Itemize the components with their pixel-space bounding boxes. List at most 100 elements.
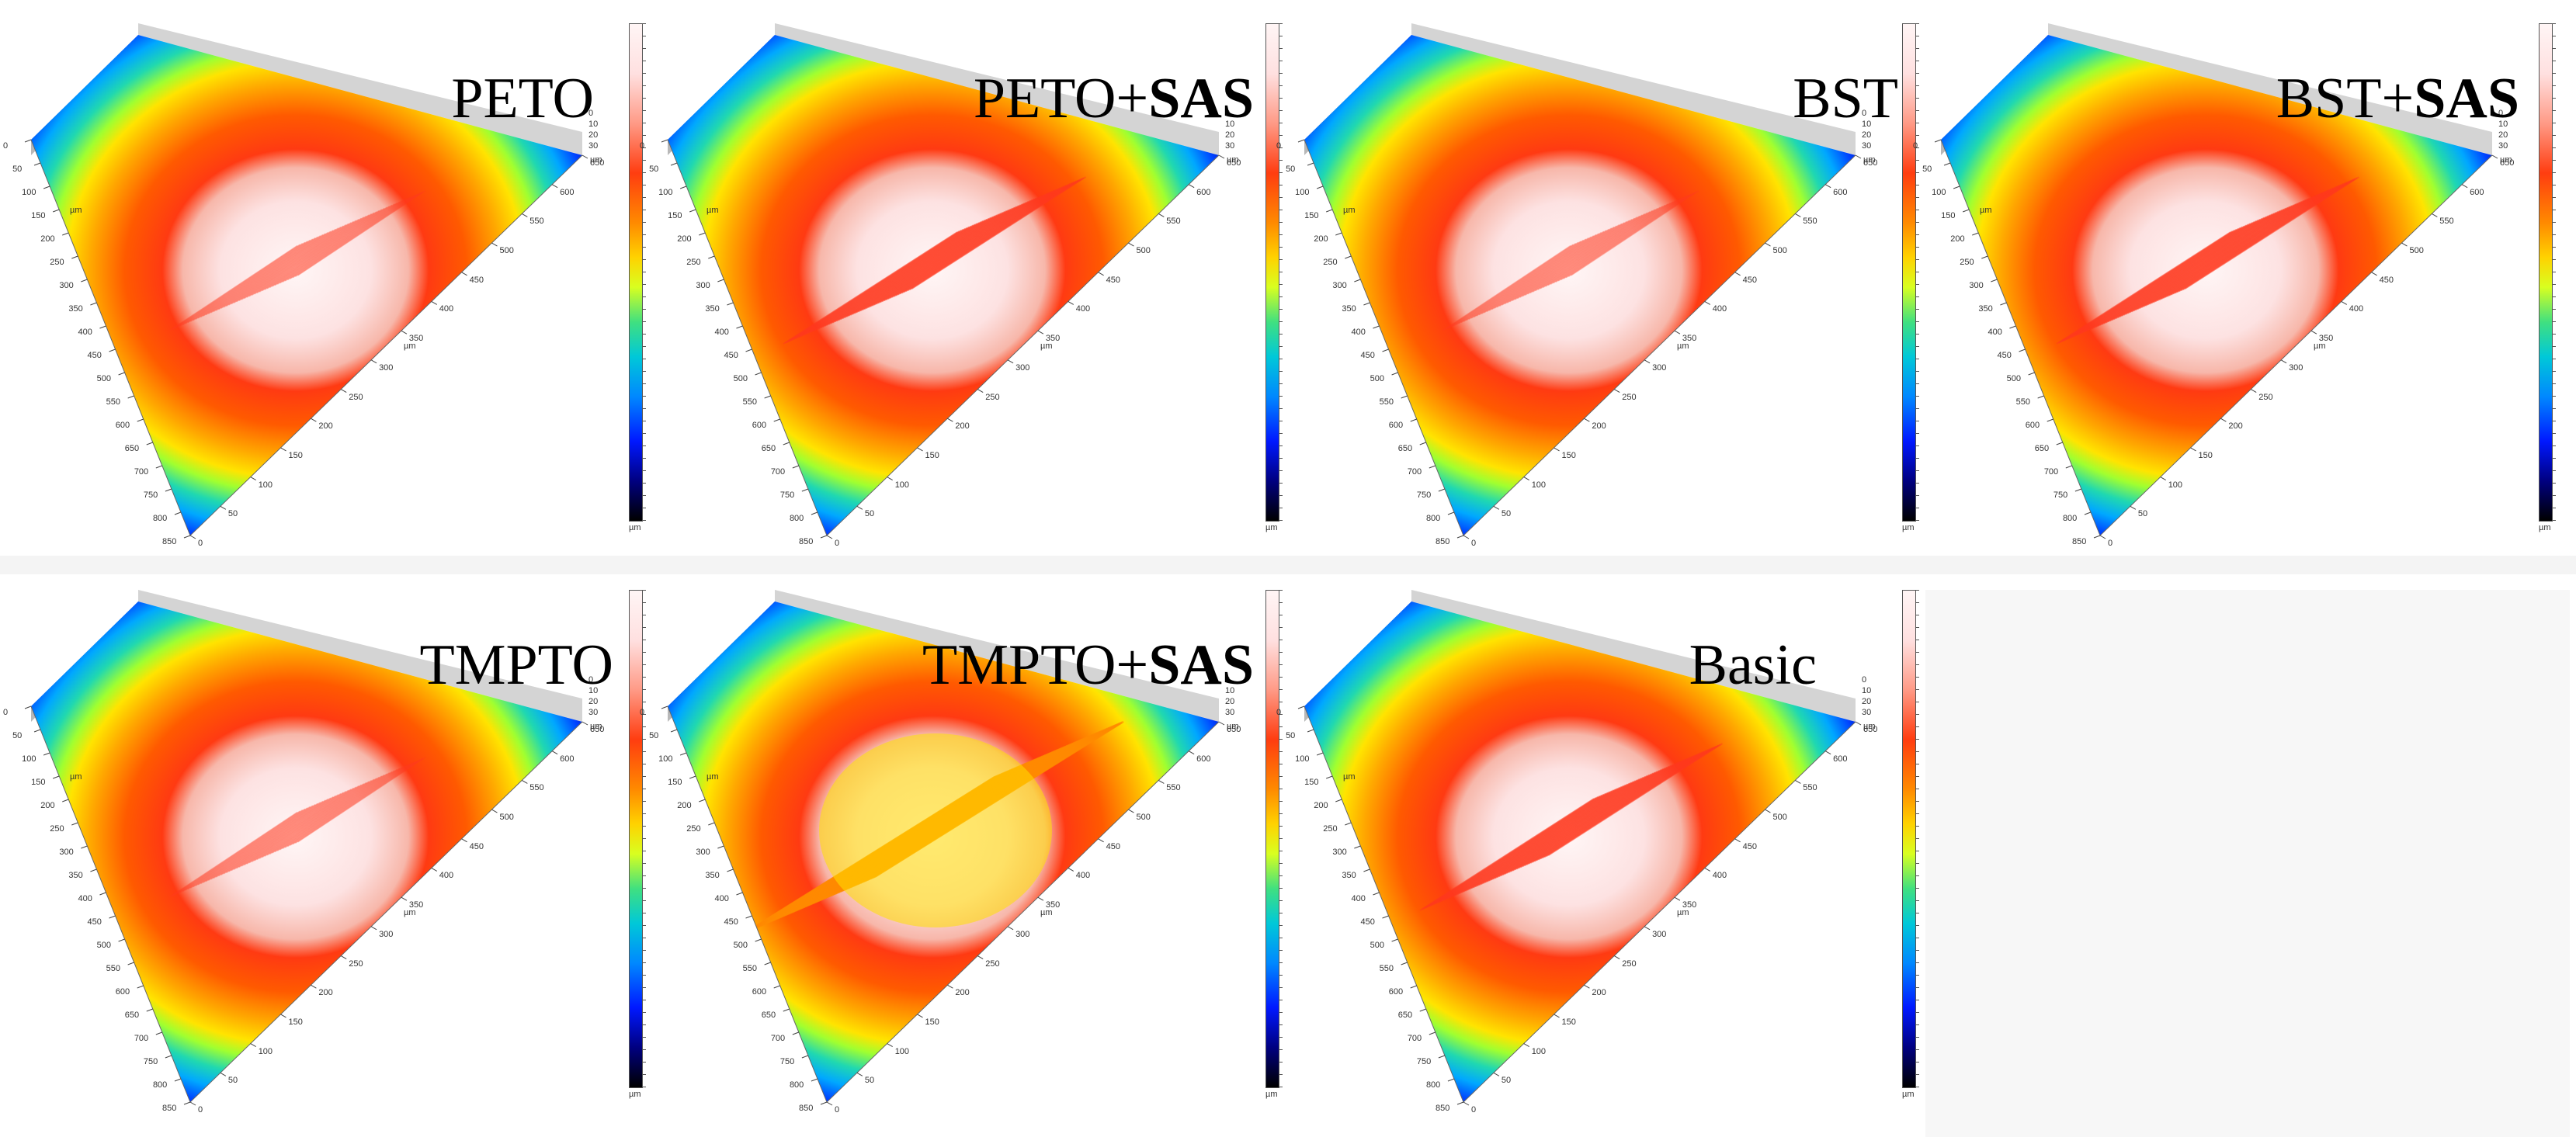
panel-title: PETO+SAS bbox=[974, 70, 1254, 127]
height-colorbar bbox=[1902, 23, 1916, 522]
z-tick-label: 30 bbox=[588, 141, 599, 151]
colorbar-ticks bbox=[1915, 590, 1923, 1087]
y-tick-label: 400 bbox=[1075, 871, 1091, 881]
x-tick-label: 300 bbox=[696, 848, 710, 857]
x-tick-label: 400 bbox=[1351, 894, 1366, 903]
y-tick-label: 550 bbox=[529, 783, 544, 793]
x-tick-label: 550 bbox=[742, 964, 757, 973]
z-tick-label: 20 bbox=[1225, 697, 1235, 706]
z-axis-unit: µm bbox=[1863, 722, 1876, 731]
x-tick-label: 350 bbox=[1342, 304, 1356, 314]
y-tick-label: 250 bbox=[2258, 392, 2273, 402]
y-tick-label: 600 bbox=[1833, 754, 1848, 764]
x-tick-label: 500 bbox=[2006, 374, 2021, 383]
x-tick-label: 650 bbox=[761, 444, 776, 453]
y-tick-label: 650 bbox=[1227, 158, 1241, 168]
height-map-surface bbox=[1304, 35, 1856, 536]
x-tick-label: 450 bbox=[1360, 917, 1375, 927]
y-tick-label: 200 bbox=[1592, 988, 1606, 998]
x-tick-label: 100 bbox=[1295, 188, 1310, 197]
height-colorbar bbox=[2539, 23, 2553, 522]
y-tick-label: 400 bbox=[2349, 304, 2364, 314]
y-tick-label: 500 bbox=[499, 813, 514, 823]
colorbar-unit: µm bbox=[629, 1090, 641, 1099]
x-axis-unit: µm bbox=[706, 772, 719, 782]
x-axis-unit: µm bbox=[70, 206, 82, 215]
y-tick-label: 650 bbox=[1863, 725, 1878, 734]
z-tick-label: 30 bbox=[1225, 708, 1235, 717]
x-tick-label: 200 bbox=[1314, 234, 1328, 244]
surface-plot-bst bbox=[1297, 23, 1862, 539]
x-tick-label: 350 bbox=[68, 304, 83, 314]
y-tick-label: 450 bbox=[1106, 841, 1120, 851]
y-tick-label: 650 bbox=[590, 725, 605, 734]
x-tick-label: 750 bbox=[143, 1057, 158, 1066]
z-tick-label: 10 bbox=[1862, 686, 1872, 695]
y-tick-label: 50 bbox=[227, 1076, 238, 1086]
x-tick-label: 100 bbox=[22, 188, 36, 197]
colorbar-ticks bbox=[642, 590, 650, 1087]
x-tick-label: 650 bbox=[761, 1011, 776, 1020]
y-tick-label: 300 bbox=[379, 362, 394, 373]
x-tick-label: 400 bbox=[1988, 328, 2002, 337]
x-tick-label: 650 bbox=[1397, 1011, 1413, 1020]
y-tick-label: 150 bbox=[925, 1017, 939, 1027]
back-wall-right bbox=[138, 23, 582, 155]
colorbar-unit: µm bbox=[1902, 523, 1915, 532]
x-tick-label: 400 bbox=[1351, 328, 1366, 337]
wear-scar bbox=[745, 720, 1124, 934]
z-tick-label: 20 bbox=[1862, 130, 1872, 140]
y-tick-label: 250 bbox=[349, 392, 363, 402]
x-tick-label: 250 bbox=[50, 824, 64, 834]
colorbar-unit: µm bbox=[1265, 1090, 1278, 1099]
x-tick-label: 450 bbox=[724, 917, 738, 927]
x-tick-label: 450 bbox=[1997, 351, 2012, 360]
y-tick-label: 450 bbox=[1742, 841, 1757, 851]
x-tick-label: 200 bbox=[1950, 234, 1965, 244]
wear-scar bbox=[1419, 743, 1723, 911]
z-tick-label: 30 bbox=[1862, 141, 1872, 151]
surface-panel-tmpto: 0 50 100 150 200 250 300 350 400 450 500 550 600 650 7… bbox=[3, 590, 646, 1137]
row-divider bbox=[0, 556, 2576, 574]
colorbar-unit: µm bbox=[629, 523, 641, 532]
height-colorbar bbox=[1265, 23, 1279, 522]
x-tick-label: 750 bbox=[143, 491, 158, 500]
height-colorbar bbox=[1902, 590, 1916, 1088]
x-tick-label: 400 bbox=[78, 328, 92, 337]
y-tick-label: 100 bbox=[258, 480, 273, 490]
x-tick-label: 750 bbox=[779, 491, 795, 500]
x-tick-label: 700 bbox=[770, 467, 786, 477]
x-tick-label: 400 bbox=[78, 894, 92, 903]
x-tick-label: 0 bbox=[1276, 141, 1282, 151]
y-tick-label: 150 bbox=[288, 450, 303, 460]
x-tick-label: 150 bbox=[668, 778, 682, 787]
x-tick-label: 450 bbox=[1360, 351, 1375, 360]
x-tick-label: 0 bbox=[640, 141, 645, 151]
x-tick-label: 400 bbox=[714, 328, 729, 337]
x-tick-label: 500 bbox=[1370, 941, 1384, 950]
y-axis-unit: µm bbox=[1677, 341, 1689, 351]
x-tick-label: 700 bbox=[134, 1034, 149, 1043]
x-tick-label: 700 bbox=[770, 1034, 786, 1043]
z-tick-label: 10 bbox=[588, 120, 599, 129]
y-tick-label: 300 bbox=[1652, 362, 1667, 373]
surface-panel-peto-sas: 0 50 100 150 200 250 300 350 400 450 500 550 600 650 7… bbox=[640, 23, 1283, 570]
y-tick-label: 150 bbox=[1561, 450, 1576, 460]
y-axis-unit: µm bbox=[1040, 341, 1053, 351]
y-tick-label: 500 bbox=[1136, 813, 1151, 823]
z-tick-label: 30 bbox=[1225, 141, 1235, 151]
x-tick-label: 850 bbox=[2072, 537, 2087, 546]
y-tick-label: 200 bbox=[955, 988, 970, 998]
y-tick-label: 100 bbox=[1531, 480, 1547, 490]
y-tick-label: 500 bbox=[499, 246, 514, 256]
y-tick-label: 400 bbox=[1075, 304, 1091, 314]
back-wall-right bbox=[1411, 23, 1856, 155]
y-tick-label: 450 bbox=[1742, 275, 1757, 285]
height-map-surface bbox=[31, 601, 582, 1102]
z-tick-label: 20 bbox=[588, 130, 599, 140]
surface-plot-tmpto bbox=[24, 590, 588, 1106]
y-tick-label: 0 bbox=[835, 1105, 840, 1115]
x-tick-label: 850 bbox=[1436, 1104, 1450, 1113]
surface-panel-peto: 0 50 100 150 200 250 300 350 400 450 500 550 600 650 7… bbox=[3, 23, 646, 570]
